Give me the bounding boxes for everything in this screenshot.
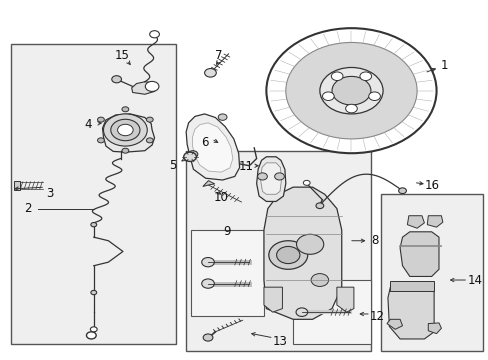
Text: 9: 9: [224, 225, 231, 238]
Circle shape: [276, 247, 299, 264]
Circle shape: [331, 72, 342, 81]
Bar: [292, 280, 370, 344]
Circle shape: [146, 138, 153, 143]
Circle shape: [368, 92, 380, 100]
Circle shape: [268, 241, 307, 269]
Circle shape: [112, 76, 121, 83]
Circle shape: [203, 334, 212, 341]
Text: 8: 8: [370, 234, 378, 247]
Circle shape: [285, 42, 416, 139]
Polygon shape: [427, 323, 441, 334]
Circle shape: [345, 104, 357, 113]
Polygon shape: [186, 114, 239, 180]
Text: 5: 5: [169, 159, 176, 172]
Circle shape: [201, 279, 214, 288]
Polygon shape: [336, 287, 353, 312]
Polygon shape: [399, 232, 438, 276]
Text: 12: 12: [368, 310, 384, 323]
Circle shape: [149, 31, 159, 38]
Polygon shape: [131, 82, 157, 94]
Circle shape: [103, 114, 147, 146]
Circle shape: [310, 274, 328, 287]
Text: 16: 16: [424, 179, 439, 192]
Polygon shape: [386, 319, 402, 329]
Polygon shape: [256, 157, 285, 202]
Circle shape: [319, 67, 382, 114]
Text: 3: 3: [46, 187, 54, 200]
Circle shape: [97, 138, 104, 143]
Circle shape: [296, 234, 323, 254]
Text: 7: 7: [215, 49, 223, 62]
Polygon shape: [102, 114, 154, 152]
Bar: [191, 230, 264, 316]
Text: 14: 14: [467, 274, 482, 287]
Circle shape: [303, 180, 309, 185]
Circle shape: [204, 68, 216, 77]
Text: 11: 11: [238, 160, 253, 173]
Circle shape: [188, 151, 198, 158]
Text: 13: 13: [272, 335, 287, 348]
Circle shape: [122, 148, 128, 153]
Polygon shape: [387, 282, 433, 339]
Circle shape: [322, 92, 333, 100]
Circle shape: [359, 72, 371, 81]
Polygon shape: [260, 163, 281, 194]
Circle shape: [117, 124, 133, 136]
Text: 2: 2: [24, 202, 32, 215]
Text: 10: 10: [213, 191, 228, 204]
Polygon shape: [407, 216, 424, 228]
Circle shape: [331, 76, 370, 105]
Polygon shape: [264, 187, 341, 319]
Circle shape: [97, 117, 104, 122]
Circle shape: [218, 114, 226, 120]
Polygon shape: [203, 181, 214, 186]
Bar: [389, 281, 433, 291]
Circle shape: [90, 327, 97, 332]
Circle shape: [183, 152, 196, 161]
Polygon shape: [264, 287, 282, 312]
Circle shape: [86, 332, 96, 339]
Polygon shape: [192, 123, 232, 172]
Bar: [380, 194, 482, 351]
Circle shape: [91, 222, 97, 227]
Circle shape: [91, 291, 97, 295]
Circle shape: [111, 119, 140, 141]
Bar: [11, 44, 176, 344]
Text: 1: 1: [440, 59, 447, 72]
Circle shape: [201, 257, 214, 267]
Circle shape: [146, 117, 153, 122]
Polygon shape: [14, 181, 20, 190]
Circle shape: [257, 173, 267, 180]
Circle shape: [274, 173, 284, 180]
Bar: [186, 152, 370, 351]
Circle shape: [266, 28, 436, 153]
Circle shape: [315, 203, 323, 208]
Text: 6: 6: [201, 136, 208, 149]
Circle shape: [295, 308, 307, 316]
Circle shape: [145, 81, 159, 91]
Polygon shape: [427, 216, 442, 227]
Text: 15: 15: [114, 49, 129, 62]
Circle shape: [398, 188, 406, 194]
Text: 4: 4: [84, 118, 91, 131]
Circle shape: [122, 107, 128, 112]
